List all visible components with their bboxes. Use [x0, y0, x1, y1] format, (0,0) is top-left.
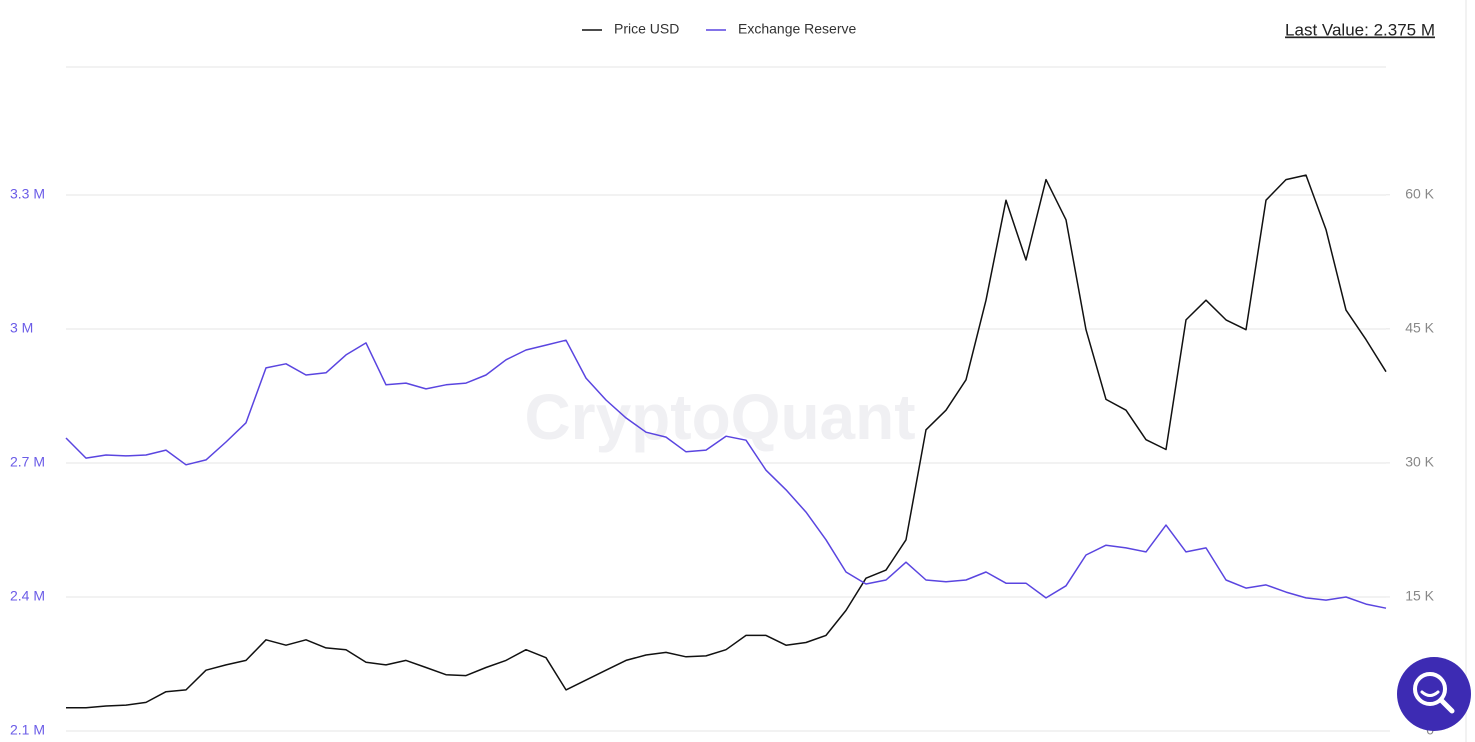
series-line	[66, 174, 1387, 709]
search-icon	[1413, 672, 1447, 706]
y-tick-label: 2.7 M	[10, 454, 45, 470]
y2-tick-label: 60 K	[1405, 185, 1434, 201]
y2-tick-label: 30 K	[1405, 454, 1434, 470]
series-line	[65, 339, 1387, 609]
y-tick-label: 2.1 M	[10, 722, 45, 738]
search-button[interactable]	[1397, 657, 1471, 731]
search-icon-smile	[1420, 690, 1440, 697]
y-tick-label: 3 M	[10, 320, 33, 336]
search-icon-handle	[1438, 697, 1455, 714]
last-value[interactable]: Last Value: 2.375 M	[1285, 20, 1435, 39]
y2-tick-label: 15 K	[1405, 588, 1434, 604]
legend-label: Price USD	[614, 21, 679, 37]
y-tick-label: 3.3 M	[10, 186, 45, 202]
legend-label: Exchange Reserve	[738, 21, 857, 37]
y-tick-label: 2.4 M	[10, 588, 45, 604]
y2-tick-label: 45 K	[1405, 320, 1434, 336]
watermark: CryptoQuant	[524, 381, 915, 453]
